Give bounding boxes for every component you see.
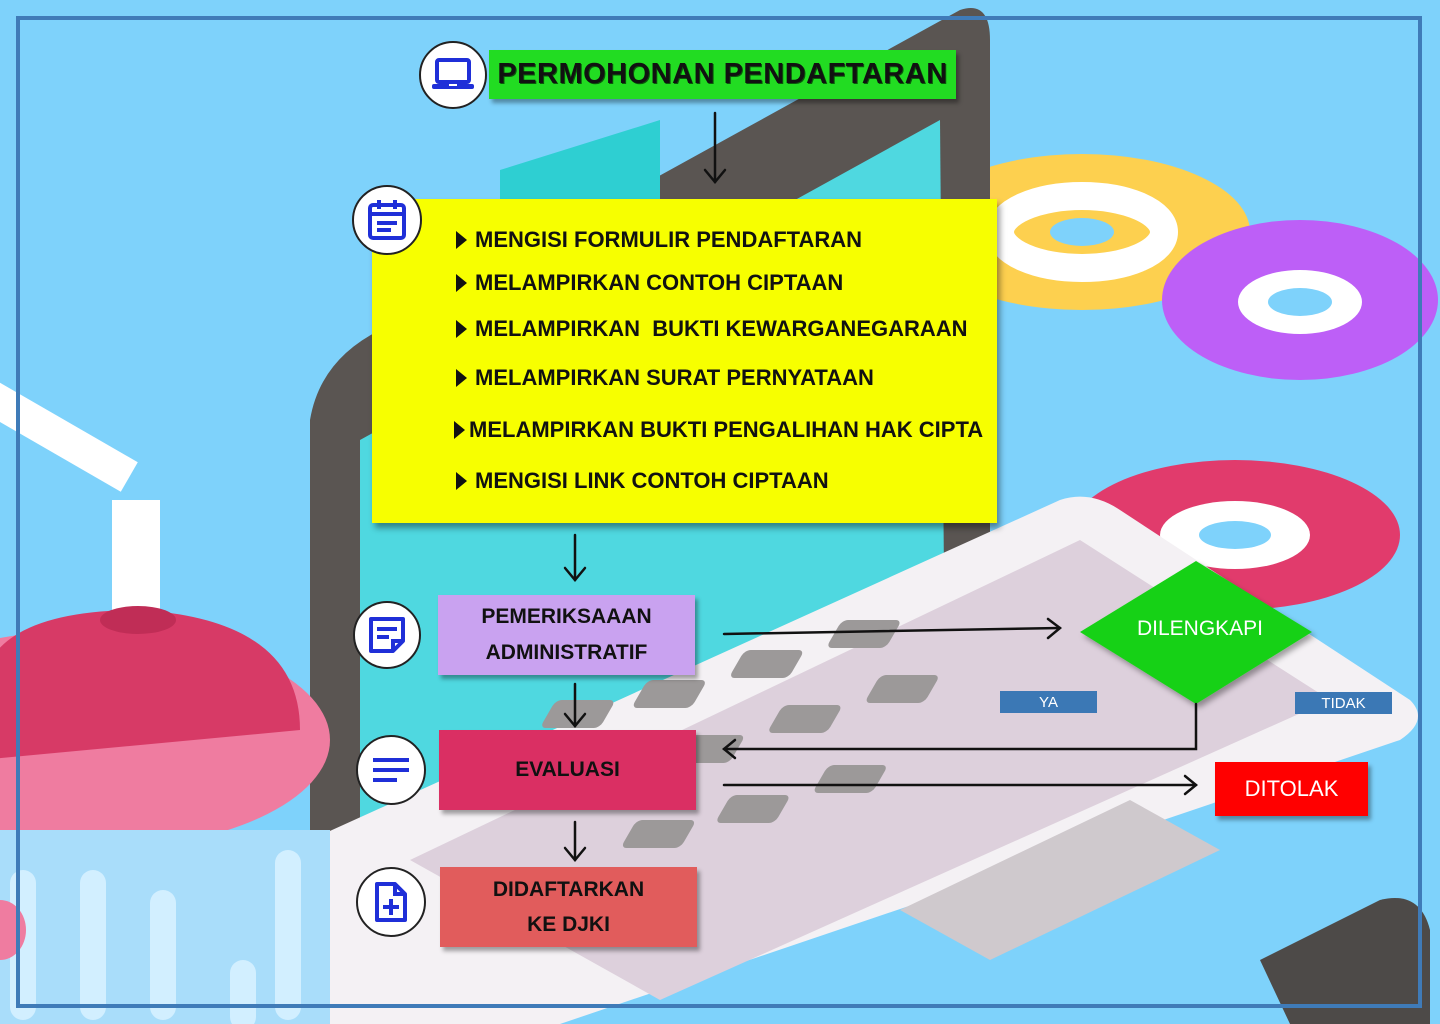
file-plus-icon <box>356 867 426 937</box>
requirement-item: MELAMPIRKAN CONTOH CIPTAAN <box>456 270 843 296</box>
evaluasi-label: EVALUASI <box>515 758 620 781</box>
tidak-label: TIDAK <box>1295 692 1392 714</box>
didaftarkan-label-1: DIDAFTARKAN <box>492 878 645 901</box>
ditolak-label: DITOLAK <box>1244 776 1339 801</box>
bullet-triangle-icon <box>456 274 467 292</box>
evaluasi-box: EVALUASI <box>439 730 696 810</box>
bullet-triangle-icon <box>456 320 467 338</box>
ditolak-box: DITOLAK <box>1215 762 1368 816</box>
requirement-item: MENGISI LINK CONTOH CIPTAAN <box>456 468 829 494</box>
dilengkapi-label: DILENGKAPI <box>1136 617 1264 640</box>
bullet-triangle-icon <box>456 369 467 387</box>
pemeriksaan-box: PEMERIKSAAAN ADMINISTRATIF <box>438 595 695 675</box>
requirement-item: MELAMPIRKAN BUKTI PENGALIHAN HAK CIPTA <box>454 417 983 443</box>
calendar-icon <box>352 185 422 255</box>
bullet-triangle-icon <box>454 421 465 439</box>
pemeriksaan-label-2: ADMINISTRATIF <box>485 641 648 664</box>
requirement-item: MENGISI FORMULIR PENDAFTARAN <box>456 227 862 253</box>
laptop-icon <box>419 41 487 109</box>
didaftarkan-box: DIDAFTARKAN KE DJKI <box>440 867 697 947</box>
bullet-triangle-icon <box>456 472 467 490</box>
didaftarkan-label-2: KE DJKI <box>527 913 610 936</box>
requirement-item: MELAMPIRKAN SURAT PERNYATAAN <box>456 365 874 391</box>
requirement-item: MELAMPIRKAN BUKTI KEWARGANEGARAAN <box>456 316 968 342</box>
lines-icon <box>356 735 426 805</box>
border-frame <box>16 16 1422 1008</box>
page-title: PERMOHONAN PENDAFTARAN <box>489 50 956 99</box>
pemeriksaan-label-1: PEMERIKSAAAN <box>481 605 652 628</box>
ya-label: YA <box>1000 691 1097 713</box>
bullet-triangle-icon <box>456 231 467 249</box>
requirements-box <box>372 199 997 523</box>
note-icon <box>353 601 421 669</box>
